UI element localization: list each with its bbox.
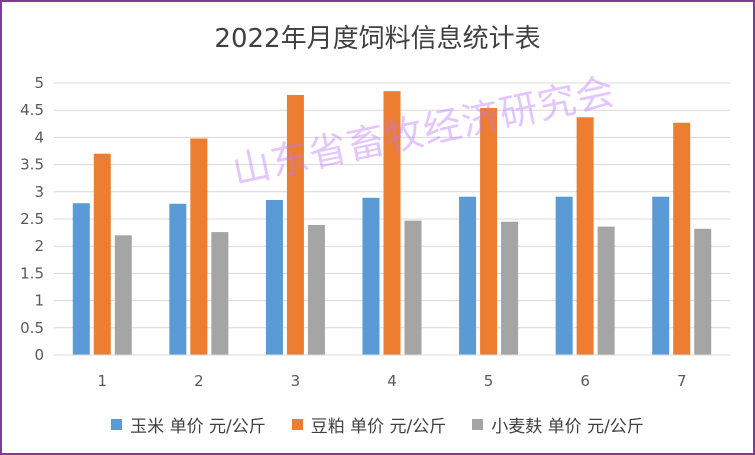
bar-soybean-meal-7	[673, 122, 691, 355]
legend-item-soybean-meal: 豆粕 单价 元/公斤	[291, 412, 447, 437]
y-tick-label: 0.5	[20, 319, 44, 337]
bar-wheat-bran-4	[404, 220, 422, 355]
y-axis-ticks: 0 0.5 1 1.5 2 2.5 3 3.5 4 4.5 5	[20, 74, 44, 364]
legend-swatch-corn	[111, 419, 123, 430]
x-tick-label: 1	[98, 372, 108, 390]
bar-wheat-bran-3	[307, 224, 325, 355]
bar-soybean-meal-2	[190, 138, 208, 355]
y-tick-label: 1.5	[20, 264, 44, 282]
y-tick-label: 4	[34, 128, 44, 146]
y-tick-label: 5	[34, 74, 44, 92]
legend-label-corn: 玉米 单价 元/公斤	[130, 417, 266, 437]
y-tick-label: 3.5	[20, 156, 44, 174]
legend-item-corn: 玉米 单价 元/公斤	[111, 412, 266, 437]
x-tick-label: 7	[677, 372, 687, 390]
legend-swatch-soybean-meal	[291, 419, 303, 430]
x-tick-label: 2	[194, 372, 204, 390]
legend-swatch-wheat-bran	[472, 419, 484, 430]
chart-title: 2022年月度饲料信息统计表	[214, 24, 541, 54]
bar-corn-1	[72, 203, 90, 355]
bar-wheat-bran-2	[211, 232, 229, 355]
y-tick-label: 4.5	[20, 101, 44, 119]
y-tick-label: 3	[34, 183, 44, 201]
bar-corn-2	[169, 203, 187, 355]
bar-corn-6	[555, 196, 573, 355]
bar-wheat-bran-1	[114, 235, 132, 355]
bar-soybean-meal-1	[93, 153, 111, 355]
y-tick-label: 2.5	[20, 210, 44, 228]
bar-soybean-meal-3	[286, 94, 304, 355]
legend-item-wheat-bran: 小麦麸 单价 元/公斤	[472, 412, 644, 437]
y-tick-label: 1	[34, 292, 44, 310]
x-tick-label: 6	[580, 372, 590, 390]
bar-corn-5	[459, 196, 477, 355]
legend: 玉米 单价 元/公斤 豆粕 单价 元/公斤 小麦麸 单价 元/公斤	[2, 412, 753, 437]
y-tick-label: 0	[34, 346, 44, 364]
x-tick-label: 3	[291, 372, 301, 390]
bar-soybean-meal-5	[480, 108, 498, 355]
x-axis-ticks: 1 2 3 4 5 6 7	[98, 372, 687, 390]
y-tick-label: 2	[34, 237, 44, 255]
bar-wheat-bran-7	[694, 228, 712, 355]
x-tick-label: 4	[387, 372, 397, 390]
bar-corn-3	[265, 199, 283, 355]
bar-corn-7	[652, 196, 670, 355]
bar-soybean-meal-6	[576, 117, 594, 355]
bar-wheat-bran-6	[597, 226, 615, 355]
bars	[72, 91, 712, 355]
x-tick-label: 5	[484, 372, 494, 390]
bar-wheat-bran-5	[501, 221, 519, 355]
bar-soybean-meal-4	[383, 91, 401, 355]
legend-label-wheat-bran: 小麦麸 单价 元/公斤	[491, 417, 644, 437]
legend-label-soybean-meal: 豆粕 单价 元/公斤	[310, 417, 447, 437]
bar-corn-4	[362, 197, 380, 355]
